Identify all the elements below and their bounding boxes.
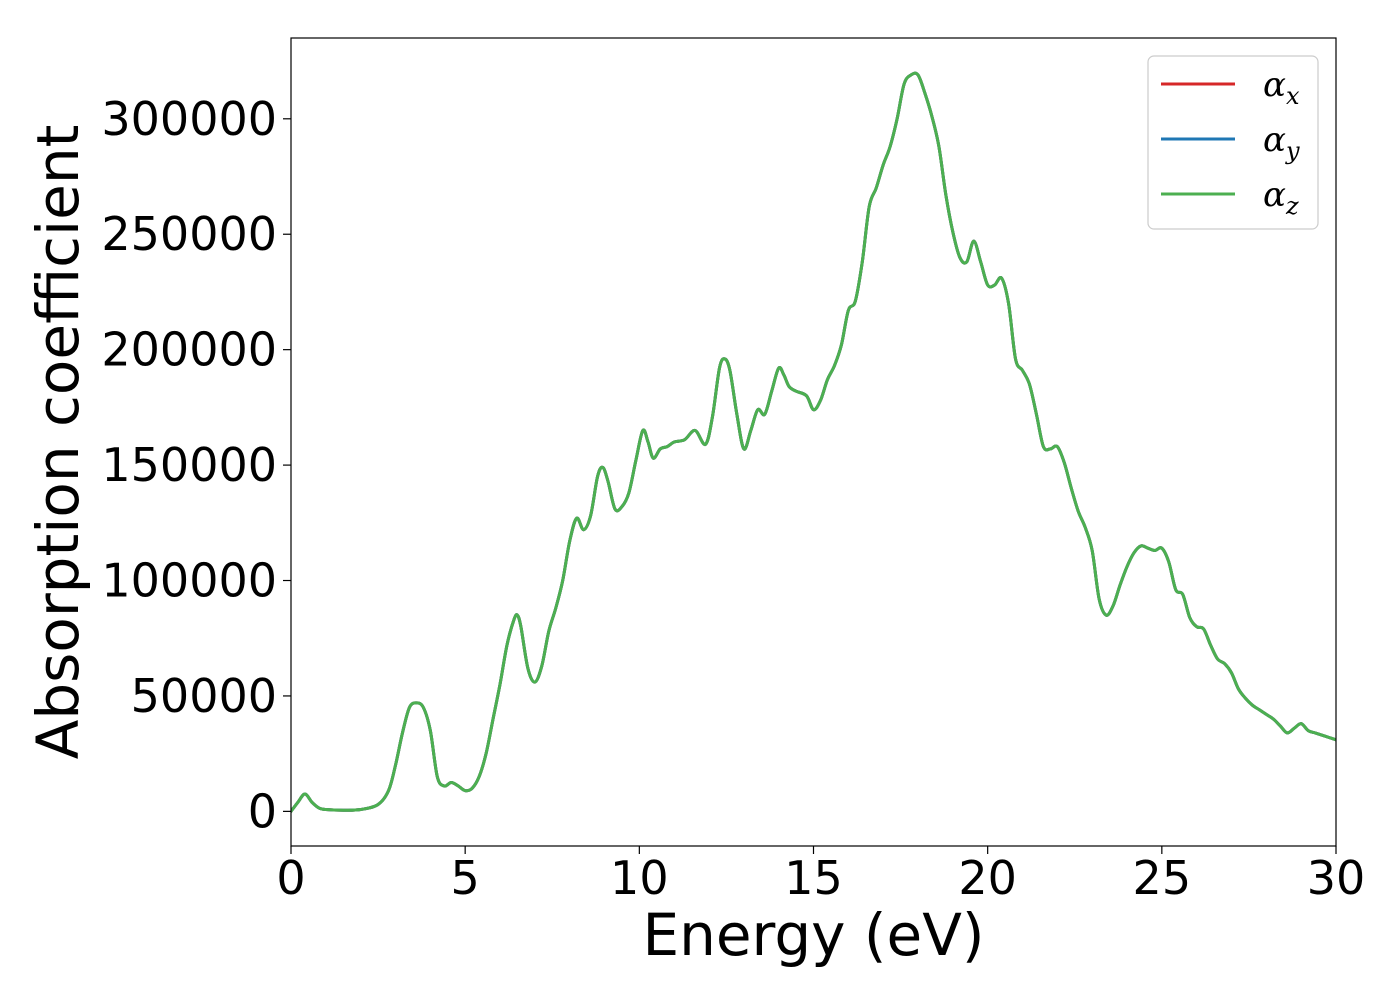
y-axis-label: Absorption coefficient	[24, 125, 92, 760]
y-tick-label: 200000	[101, 323, 277, 377]
x-tick-label: 15	[784, 851, 843, 905]
series-line-alpha-z	[291, 71, 1336, 813]
x-tick-label: 0	[276, 851, 305, 905]
x-tick-label: 5	[451, 851, 480, 905]
x-tick-label: 20	[958, 851, 1017, 905]
x-tick-label: 30	[1307, 851, 1366, 905]
legend-label-alpha-z: αz	[1263, 175, 1299, 220]
y-tick-label: 150000	[101, 438, 277, 492]
series-layer	[291, 71, 1336, 813]
legend-box	[1147, 55, 1319, 230]
x-axis-label: Energy (eV)	[642, 901, 984, 969]
y-tick-label: 100000	[101, 554, 277, 608]
x-axis-ticks: 0 5 10 15 20 25 30	[276, 846, 1365, 905]
x-tick-label: 10	[610, 851, 669, 905]
y-axis-ticks: 0 50000 100000 150000 200000 250000 300000	[101, 92, 291, 838]
legend-label-alpha-x: αx	[1263, 65, 1300, 110]
y-tick-label: 0	[248, 784, 277, 838]
legend: αx αy αz	[1147, 55, 1319, 230]
y-tick-label: 250000	[101, 207, 277, 261]
legend-label-alpha-y: αy	[1263, 120, 1300, 165]
y-tick-label: 300000	[101, 92, 277, 146]
x-tick-label: 25	[1133, 851, 1192, 905]
y-tick-label: 50000	[131, 669, 277, 723]
